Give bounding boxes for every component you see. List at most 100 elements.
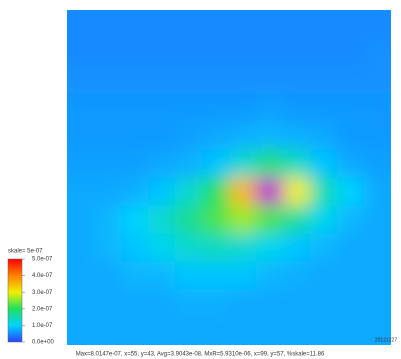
heat-cell — [229, 93, 257, 123]
heat-cell — [229, 149, 257, 178]
heat-cell — [337, 233, 365, 262]
heat-cell — [67, 233, 95, 262]
heat-cell — [202, 10, 230, 39]
colorbar — [7, 258, 23, 343]
heat-cell — [202, 233, 230, 262]
heat-cell — [202, 261, 230, 290]
heat-cell — [364, 317, 391, 345]
heat-cell — [364, 177, 391, 206]
heat-cell — [67, 289, 95, 318]
heat-cell — [202, 289, 230, 318]
heat-cell — [67, 37, 95, 67]
heat-cell — [337, 149, 365, 178]
heat-cell — [337, 10, 365, 39]
heat-cell — [337, 177, 365, 206]
heat-cell — [148, 205, 176, 234]
heat-cell — [202, 65, 230, 95]
heat-cell — [337, 93, 365, 123]
heat-cell — [364, 37, 391, 67]
heat-cell — [202, 149, 230, 178]
heat-cell — [148, 149, 176, 178]
heat-cell — [364, 233, 391, 262]
heat-cell — [283, 261, 311, 290]
heat-cell — [121, 93, 149, 123]
heat-cell — [283, 289, 311, 318]
heat-cell — [148, 261, 176, 290]
heat-cell — [337, 317, 365, 345]
heat-cell — [67, 317, 95, 345]
heat-cell — [148, 121, 176, 151]
heat-cell — [94, 289, 122, 318]
heat-cell — [310, 10, 338, 39]
heat-cell — [283, 177, 311, 206]
heat-cell — [337, 121, 365, 151]
heat-cell — [283, 37, 311, 67]
heat-cell — [256, 177, 284, 206]
heat-cell — [256, 261, 284, 290]
heat-cell — [175, 93, 203, 123]
heat-cell — [256, 93, 284, 123]
colorbar-tick-label: 4.0e-07 — [32, 273, 53, 279]
heat-cell — [148, 93, 176, 123]
heat-cell — [310, 37, 338, 67]
heatmap — [67, 10, 391, 345]
heat-cell — [283, 233, 311, 262]
heat-cell — [121, 121, 149, 151]
heat-cell — [121, 289, 149, 318]
heat-cell — [175, 261, 203, 290]
heat-cell — [229, 317, 257, 345]
heat-cell — [175, 10, 203, 39]
heat-cell — [94, 93, 122, 123]
heat-cell — [310, 149, 338, 178]
heat-cell — [337, 37, 365, 67]
heat-cell — [256, 233, 284, 262]
heat-cell — [94, 261, 122, 290]
heat-cell — [283, 10, 311, 39]
heat-cell — [337, 261, 365, 290]
heat-cell — [229, 121, 257, 151]
heat-cell — [256, 317, 284, 345]
heat-cell — [121, 37, 149, 67]
heat-cell — [229, 65, 257, 95]
heat-cell — [67, 121, 95, 151]
heat-cell — [94, 65, 122, 95]
heat-cell — [121, 233, 149, 262]
heat-cell — [148, 317, 176, 345]
heat-cell — [310, 261, 338, 290]
heat-cell — [364, 205, 391, 234]
heat-cell — [229, 289, 257, 318]
heat-cell — [148, 233, 176, 262]
heat-cell — [283, 121, 311, 151]
heat-cell — [310, 93, 338, 123]
heat-cell — [175, 37, 203, 67]
heat-cell — [283, 93, 311, 123]
heat-cell — [94, 317, 122, 345]
heat-cell — [175, 317, 203, 345]
heat-cell — [202, 317, 230, 345]
footer: Max=8.0147e-07, x=55, y=43, Avg=3.9043e-… — [76, 352, 325, 358]
heat-cell — [94, 233, 122, 262]
heat-cell — [148, 177, 176, 206]
heat-cell — [337, 205, 365, 234]
heat-cell — [229, 233, 257, 262]
heat-cell — [283, 65, 311, 95]
heat-cell — [283, 317, 311, 345]
heat-cell — [175, 205, 203, 234]
heat-cell — [67, 93, 95, 123]
stamp: 20121227 — [375, 337, 397, 343]
heat-cell — [310, 233, 338, 262]
heat-cell — [364, 149, 391, 178]
heat-cell — [283, 149, 311, 178]
heat-cell — [121, 205, 149, 234]
colorbar-tick-label: 1.0e-07 — [32, 323, 53, 329]
heat-cell — [121, 149, 149, 178]
heat-cell — [310, 289, 338, 318]
heat-cell — [229, 177, 257, 206]
heat-cell — [364, 93, 391, 123]
heat-cell — [94, 37, 122, 67]
heat-cell — [229, 10, 257, 39]
heat-cell — [148, 65, 176, 95]
heat-cell — [94, 121, 122, 151]
heat-cell — [337, 289, 365, 318]
